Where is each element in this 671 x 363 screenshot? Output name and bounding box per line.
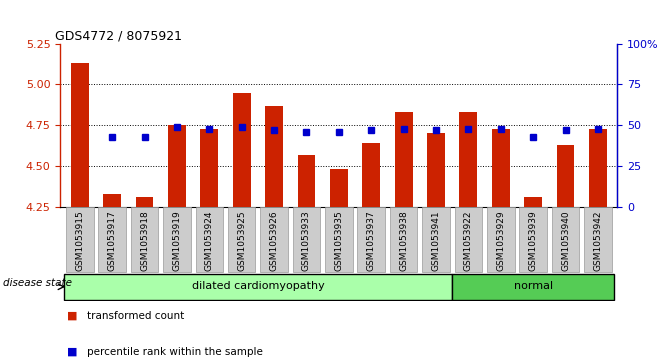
Text: GSM1053915: GSM1053915 — [75, 210, 85, 271]
Bar — [195, 207, 223, 272]
Bar — [524, 197, 542, 207]
Bar — [265, 106, 283, 207]
Text: GSM1053933: GSM1053933 — [302, 210, 311, 271]
Bar — [452, 274, 614, 300]
Text: ■: ■ — [67, 347, 78, 357]
Text: GSM1053942: GSM1053942 — [593, 210, 603, 271]
Bar — [589, 129, 607, 207]
Text: transformed count: transformed count — [87, 311, 185, 321]
Bar — [492, 129, 510, 207]
Text: disease state: disease state — [3, 278, 72, 288]
Bar — [103, 194, 121, 207]
Bar — [260, 207, 288, 272]
Text: GSM1053939: GSM1053939 — [529, 210, 537, 271]
Bar — [395, 112, 413, 207]
Text: GSM1053935: GSM1053935 — [334, 210, 344, 271]
Bar — [297, 155, 315, 207]
Text: GSM1053941: GSM1053941 — [431, 210, 440, 271]
Bar — [362, 143, 380, 207]
Bar — [584, 207, 612, 272]
Bar — [201, 129, 218, 207]
Bar — [99, 207, 126, 272]
Bar — [163, 207, 191, 272]
Bar — [136, 197, 154, 207]
Bar — [330, 169, 348, 207]
Bar — [460, 112, 477, 207]
Text: GSM1053926: GSM1053926 — [270, 210, 278, 271]
Bar — [390, 207, 417, 272]
Bar — [325, 207, 353, 272]
Text: GSM1053918: GSM1053918 — [140, 210, 149, 271]
Bar — [228, 207, 256, 272]
Bar — [557, 145, 574, 207]
Bar — [422, 207, 450, 272]
Text: GSM1053924: GSM1053924 — [205, 210, 214, 271]
Bar — [519, 207, 547, 272]
Text: percentile rank within the sample: percentile rank within the sample — [87, 347, 263, 357]
Bar — [131, 207, 158, 272]
Bar — [552, 207, 579, 272]
Text: GSM1053929: GSM1053929 — [497, 210, 505, 271]
Bar — [358, 207, 385, 272]
Text: normal: normal — [513, 281, 553, 291]
Bar — [293, 207, 320, 272]
Bar — [455, 207, 482, 272]
Bar — [487, 207, 515, 272]
Text: GSM1053940: GSM1053940 — [561, 210, 570, 271]
Text: GSM1053938: GSM1053938 — [399, 210, 408, 271]
Bar — [66, 207, 93, 272]
Text: ■: ■ — [67, 311, 78, 321]
Bar — [427, 133, 445, 207]
Text: dilated cardiomyopathy: dilated cardiomyopathy — [191, 281, 324, 291]
Bar — [233, 93, 251, 207]
Bar — [64, 274, 452, 300]
Text: GDS4772 / 8075921: GDS4772 / 8075921 — [55, 29, 182, 42]
Text: GSM1053917: GSM1053917 — [108, 210, 117, 271]
Text: GSM1053919: GSM1053919 — [172, 210, 181, 271]
Bar — [71, 63, 89, 207]
Bar — [168, 125, 186, 207]
Text: GSM1053937: GSM1053937 — [367, 210, 376, 271]
Text: GSM1053922: GSM1053922 — [464, 210, 473, 271]
Text: GSM1053925: GSM1053925 — [238, 210, 246, 271]
